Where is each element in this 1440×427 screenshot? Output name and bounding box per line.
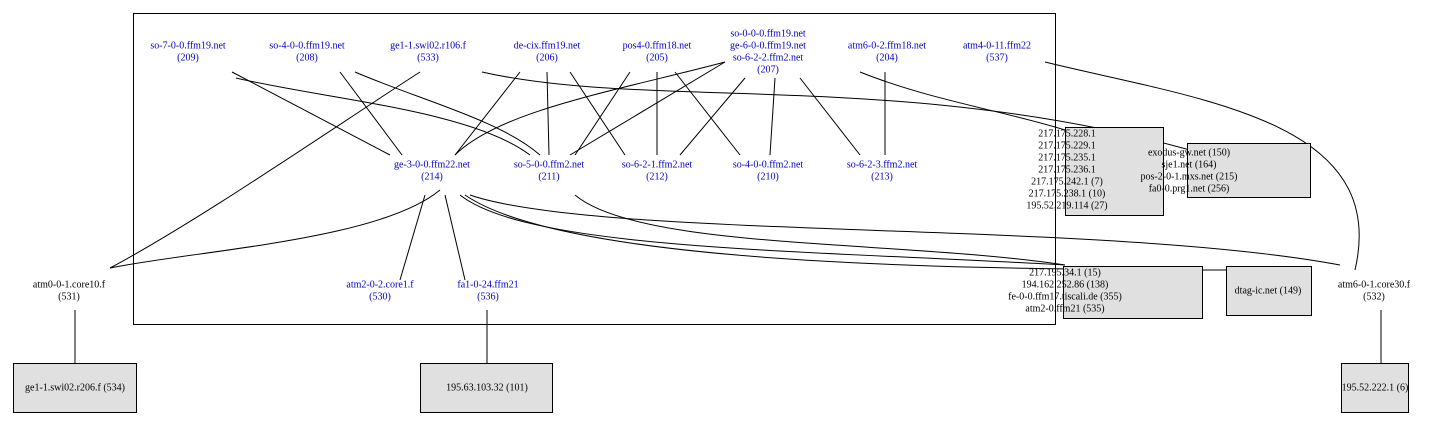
gray-boxes <box>13 127 1409 413</box>
node-label: ge1-1.swi02.r106.f <box>390 40 466 51</box>
box-label: 217.195.34.1 (15) <box>1029 267 1101 278</box>
node-label: (208) <box>296 52 318 63</box>
node-label: atm6-0-2.ffm18.net <box>848 40 926 51</box>
box-label: 217.175.235.1 <box>1038 152 1096 163</box>
box-label: dtag-ic.net (149) <box>1235 285 1302 296</box>
box-label: atm2-0.ffm21 (535) <box>1025 303 1104 314</box>
node-label: (537) <box>986 52 1008 63</box>
box-label: 217.175.238.1 (10) <box>1029 188 1106 199</box>
node-label: (531) <box>58 291 80 302</box>
node-label: so-0-0-0.ffm19.net <box>730 28 806 39</box>
node-label: so-6-2-2.ffm2.net <box>733 52 804 63</box>
node-label: so-6-2-1.ffm2.net <box>622 159 693 170</box>
box-label: 217.175.229.1 <box>1038 140 1096 151</box>
box-label: pos-2-0-1.mxs.net (215) <box>1141 171 1238 182</box>
node-label: pos4-0.ffm18.net <box>623 40 692 51</box>
node-label: (533) <box>417 52 439 63</box>
node-label: (530) <box>369 291 391 302</box>
node-label: atm4-0-11.ffm22 <box>963 40 1031 51</box>
node-label: so-4-0-0.ffm19.net <box>269 40 345 51</box>
node-label: (536) <box>477 291 499 302</box>
node-label: (211) <box>538 171 559 182</box>
node-label: (210) <box>757 171 779 182</box>
box-label: 195.63.103.32 (101) <box>446 382 528 393</box>
node-label: (532) <box>1363 291 1385 302</box>
node-label: (209) <box>177 52 199 63</box>
box-label: 217.175.228.1 <box>1038 128 1096 139</box>
node-label: ge-3-0-0.ffm22.net <box>394 159 470 170</box>
node-label: (204) <box>876 52 898 63</box>
node-label: so-5-0-0.ffm2.net <box>514 159 585 170</box>
node-label: so-7-0-0.ffm19.net <box>150 40 226 51</box>
node-label: so-6-2-3.ffm2.net <box>847 159 918 170</box>
node-label: atm0-0-1.core10.f <box>33 279 106 290</box>
box-label: 217.175.242.1 (7) <box>1031 176 1103 187</box>
node-label: atm6-0-1.core30.f <box>1338 279 1411 290</box>
node-label: (205) <box>646 52 668 63</box>
box-label: exodus-gw.net (150) <box>1148 147 1230 158</box>
box-label: fe-0-0.ffm17.tiscali.de (355) <box>1008 291 1122 302</box>
node-label: (213) <box>871 171 893 182</box>
node-label: de-cix.ffm19.net <box>514 40 581 51</box>
box-label: sje1.net (164) <box>1162 159 1217 170</box>
box-label: 194.162.252.86 (138) <box>1022 279 1109 290</box>
node-label: (212) <box>646 171 668 182</box>
box-label: 217.175.236.1 <box>1038 164 1096 175</box>
box-label: ge1-1.swi02.r206.f (534) <box>25 382 125 393</box>
node-label: atm2-0-2.core1.f <box>346 279 414 290</box>
node-label: fa1-0-24.ffm21 <box>457 279 518 290</box>
box-label: 195.52.219.114 (27) <box>1026 200 1107 211</box>
node-label: (207) <box>757 64 779 75</box>
node-label: (214) <box>421 171 443 182</box>
node-label: (206) <box>536 52 558 63</box>
box-label: fa0-0.prg1.net (256) <box>1149 183 1230 194</box>
box-label: 195.52.222.1 (6) <box>1342 382 1409 393</box>
node-label: so-4-0-0.ffm2.net <box>733 159 804 170</box>
node-label: ge-6-0-0.ffm19.net <box>730 40 806 51</box>
cluster-frame <box>133 13 1056 325</box>
